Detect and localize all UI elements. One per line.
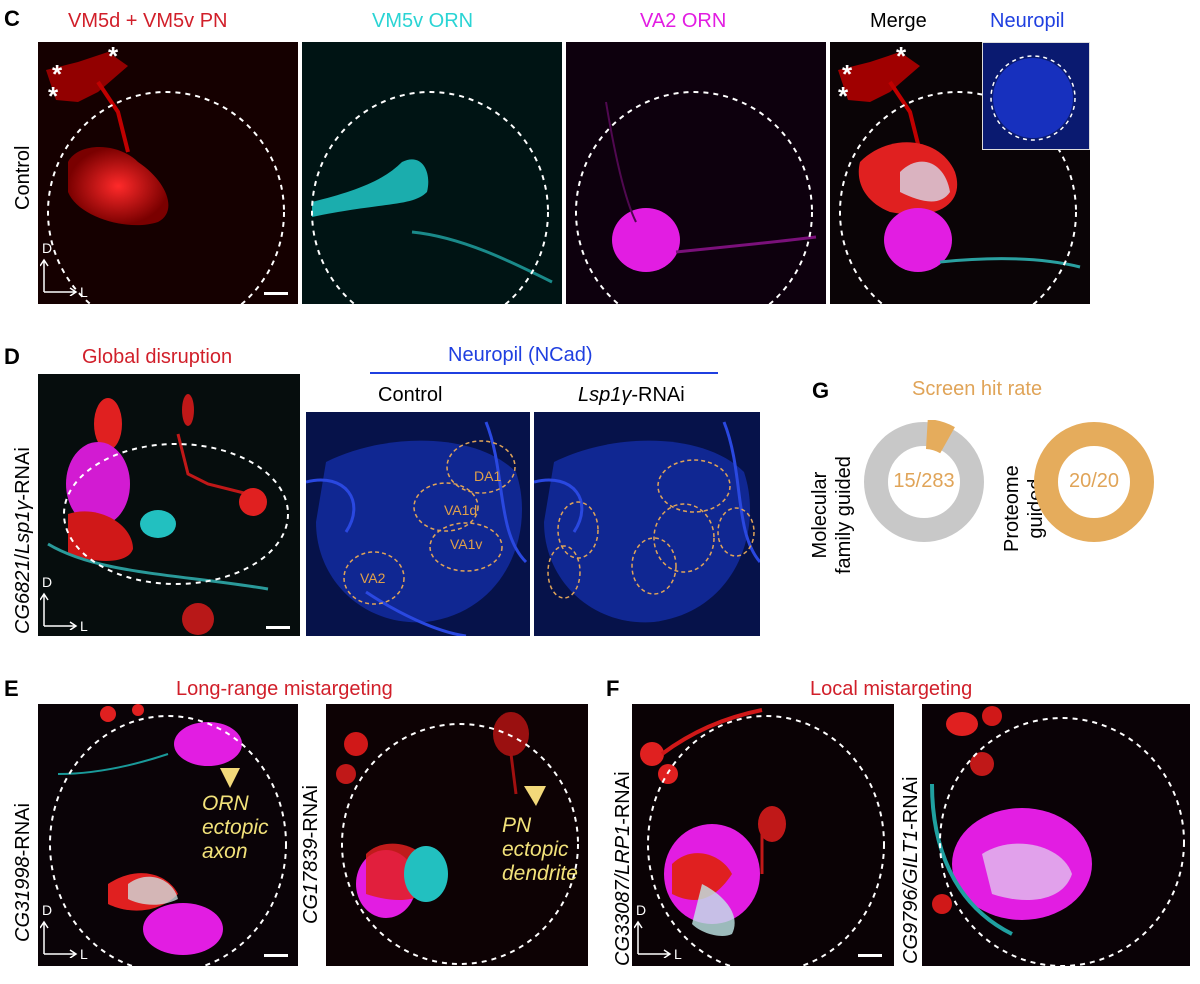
image-cg9796-rnai [922,704,1190,966]
axis-l-label: L [674,946,682,962]
scale-bar [266,626,290,629]
scale-bar [858,954,882,957]
panel-f-letter: F [606,676,620,701]
scale-bar [264,292,288,295]
annotation-orn-ectopic-axon: ORN ectopic axon [202,792,269,863]
row-label-cg9796-gilt1: CG9796/GILT1-RNAi [900,776,922,964]
orientation-arrows-icon [40,258,78,296]
donut-hit-slice [925,420,955,454]
panel-f-title: Local mistargeting [810,678,973,700]
header-pn: VM5d + VM5v PN [68,10,228,32]
panel-c-letter: C [4,6,20,31]
panel-d-letter: D [4,344,20,369]
panel-e-letter: E [4,676,19,701]
donut-right-value: 20/20 [1068,470,1120,492]
image-cg17839-rnai: PN ectopic dendrite [326,704,588,966]
header-vm5v-orn: VM5v ORN [372,10,474,32]
glomerulus-label-va1d: VA1d [444,502,478,518]
panel-g-letter: G [812,378,830,403]
panel-d-title: Global disruption [82,346,233,368]
glomerulus-label-va2: VA2 [360,570,386,586]
glomerulus-label-da1: DA1 [474,468,502,484]
row-label-cg17839: CG17839-RNAi [300,785,322,924]
donut-molecular-family [864,420,984,542]
panel-e-title: Long-range mistargeting [176,678,393,700]
orientation-arrows-icon [40,592,78,630]
axis-l-label: L [80,618,88,634]
star-marker: * [52,59,63,89]
row-label-cg31998: CG31998-RNAi [12,803,34,942]
image-ncad-control: DA1 VA1d VA1v VA2 [306,412,530,636]
axis-l-label: L [80,284,88,300]
axis-d-label: D [42,574,53,590]
header-merge: Merge [870,10,927,32]
orientation-arrows-icon [40,920,78,958]
image-va2-orn-control [566,42,826,304]
star-marker: * [838,81,849,111]
neuropil-header-line [370,372,718,374]
donut-hit-slice [1034,422,1154,542]
image-neuropil-inset [982,42,1090,150]
control-label: Control [378,384,443,406]
image-cg33087-rnai: D L [632,704,894,966]
lsp1g-rnai-label: Lsp1γ-RNAi [578,384,685,406]
donut-proteome [1034,422,1154,542]
annotation-pn-ectopic-dendrite: PN ectopic dendrite [502,814,578,885]
image-vm5v-orn-control [302,42,562,304]
image-global-disruption: D L [38,374,300,636]
row-label-cg6821-lsp1g: CG6821/Lsp1γ-RNAi [12,447,34,634]
axis-l-label: L [80,946,88,962]
star-marker: * [896,42,907,71]
image-ncad-lsp1g-rnai [534,412,760,636]
header-va2-orn: VA2 ORN [640,10,727,32]
orientation-arrows-icon [634,920,672,958]
panel-g-title: Screen hit rate [912,378,1043,400]
axis-d-label: D [42,902,53,918]
row-label-control: Control [12,145,34,210]
star-marker: * [842,59,853,89]
axis-d-label: D [636,902,647,918]
star-marker: * [108,42,119,71]
neuropil-ncad-header: Neuropil (NCad) [448,344,593,366]
scale-bar [264,954,288,957]
donut-miss-ring [864,422,984,542]
header-neuropil: Neuropil [990,10,1065,32]
glomerulus-label-va1v: VA1v [450,536,483,552]
donut-left-value: 15/283 [893,470,955,492]
image-pn-control: * * * D L [38,42,298,304]
molecular-family-label: Molecular family guided [809,456,855,574]
star-marker: * [48,81,59,111]
axis-d-label: D [42,240,53,256]
image-cg31998-rnai: ORN ectopic axon D L [38,704,298,966]
